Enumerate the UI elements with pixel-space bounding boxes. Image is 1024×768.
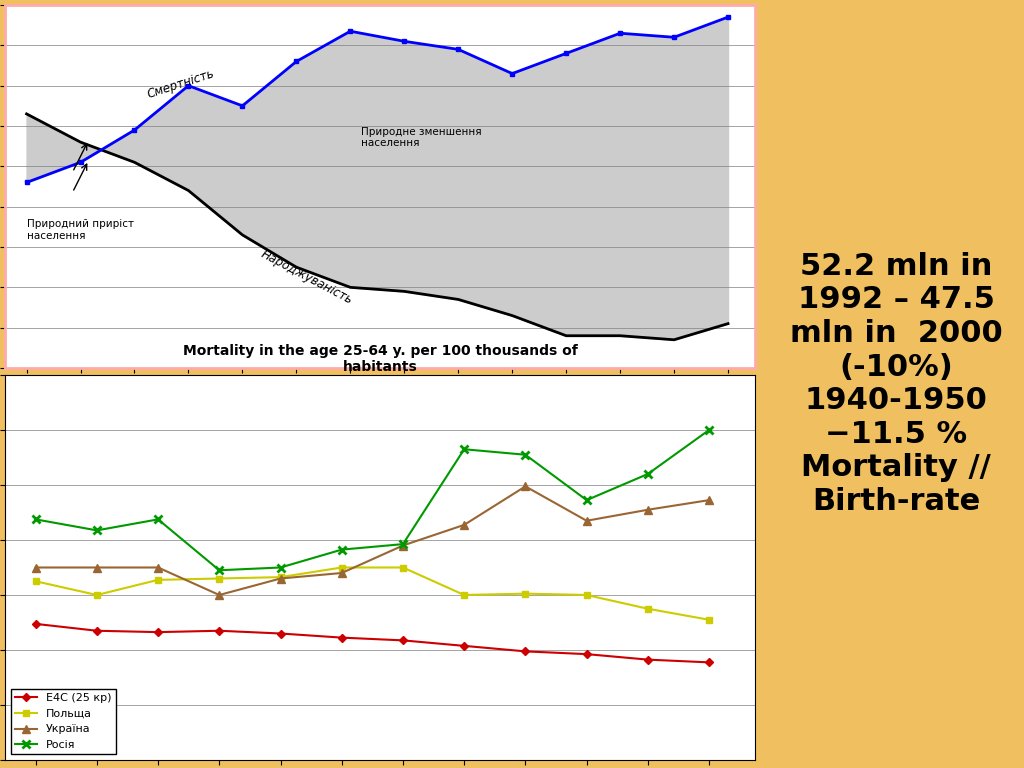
Польща [274,572,287,581]
Україна [642,505,654,515]
Україна [336,568,348,578]
Україна [397,541,410,550]
Title: Mortality in the age 25-64 y. per 100 thousands of
habitants: Mortality in the age 25-64 y. per 100 th… [182,343,578,374]
Line: Україна: Україна [32,482,713,599]
Е4C (25 кр) [213,626,225,635]
Е4C (25 кр) [274,629,287,638]
Росія [458,445,470,454]
Росія [91,526,103,535]
Україна [519,482,531,491]
Росія [152,515,164,524]
Text: Народжуваність: Народжуваність [259,247,354,306]
Росія [336,545,348,554]
Польща [91,591,103,600]
Text: Природне зменшення
населення: Природне зменшення населення [361,127,481,148]
Польща [30,577,42,586]
Польща [519,589,531,598]
Е4C (25 кр) [458,641,470,650]
Е4C (25 кр) [152,627,164,637]
Україна [213,591,225,600]
Росія [397,539,410,548]
Росія [30,515,42,524]
Польща [213,574,225,583]
Е4C (25 кр) [30,619,42,628]
Україна [30,563,42,572]
Росія [642,469,654,478]
Україна [581,516,593,525]
Росія [581,495,593,505]
Польща [642,604,654,614]
Україна [91,563,103,572]
Польща [397,563,410,572]
Росія [519,450,531,459]
Е4C (25 кр) [702,657,715,667]
Польща [336,563,348,572]
Е4C (25 кр) [642,655,654,664]
Польща [152,575,164,584]
Україна [702,495,715,505]
Е4C (25 кр) [336,633,348,642]
Польща [458,591,470,600]
Україна [458,520,470,529]
Польща [702,615,715,624]
Е4C (25 кр) [581,650,593,659]
Україна [274,574,287,583]
Україна [152,563,164,572]
Росія [702,425,715,435]
Росія [213,566,225,575]
Е4C (25 кр) [91,626,103,635]
Line: Е4C (25 кр): Е4C (25 кр) [33,621,713,666]
Росія [274,563,287,572]
Line: Польща: Польща [33,564,713,623]
Text: Смертність: Смертність [145,67,216,101]
Line: Росія: Росія [32,425,714,574]
Е4C (25 кр) [519,647,531,656]
Е4C (25 кр) [397,636,410,645]
Legend: Е4C (25 кр), Польща, Україна, Росія: Е4C (25 кр), Польща, Україна, Росія [10,689,116,754]
Text: 52.2 mln in
1992 – 47.5
mln in  2000
(-10%)
1940-1950
−11.5 %
Mortality //
Birth: 52.2 mln in 1992 – 47.5 mln in 2000 (-10… [790,252,1002,516]
Text: Природний приріст
населення: Природний приріст населення [27,220,133,241]
Польща [581,591,593,600]
